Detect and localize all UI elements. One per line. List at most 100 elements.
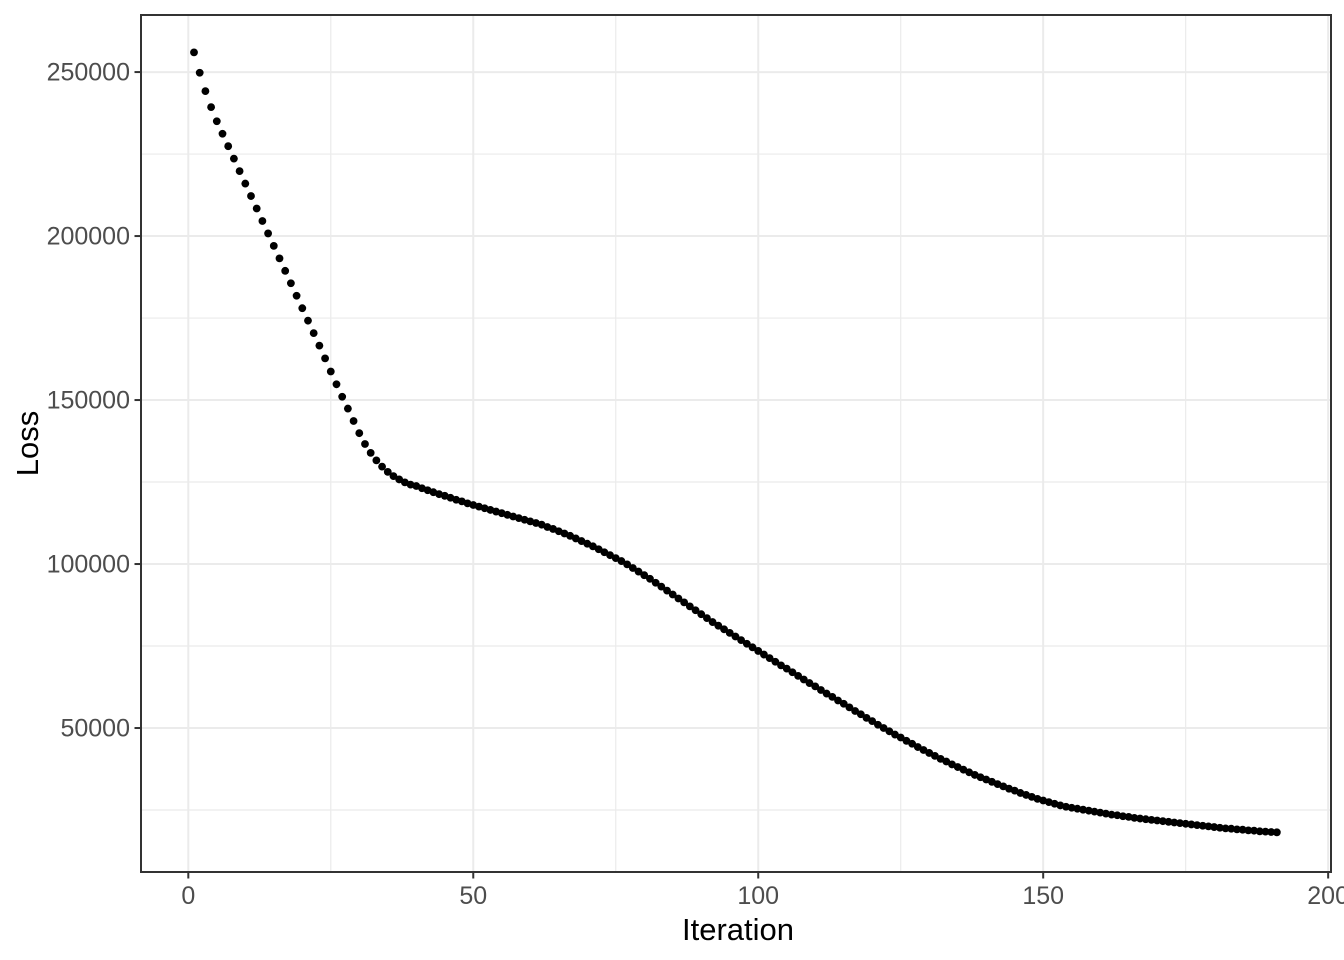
loss-point [760,650,768,659]
y-tick-label: 200000 [47,223,130,251]
loss-point [195,68,204,77]
loss-point [1250,826,1258,835]
x-tick-label: 100 [737,882,779,910]
loss-point [1147,815,1156,824]
loss-point [361,440,369,448]
loss-point [378,462,386,471]
loss-point [737,636,746,645]
loss-point [828,692,837,701]
loss-point [879,724,888,732]
loss-point [281,266,290,275]
loss-point [1119,812,1127,821]
loss-point [201,87,210,95]
loss-point [366,448,375,457]
loss-point [1170,818,1179,827]
loss-point [748,643,757,652]
loss-point [1158,817,1167,826]
loss-point [1141,815,1150,824]
loss-point [754,647,763,655]
loss-point [691,606,700,615]
loss-point [1244,826,1253,835]
loss-point [207,103,216,112]
loss-point [708,618,717,626]
loss-point [697,610,706,619]
loss-point [298,304,307,313]
loss-point [304,316,312,325]
loss-point [725,629,734,637]
loss-point [1130,813,1139,822]
loss-point [1176,819,1184,828]
x-tick-label: 200 [1307,882,1344,910]
loss-point [845,703,854,712]
loss-point [771,657,780,666]
y-tick-label: 50000 [60,715,130,743]
loss-point [703,614,711,623]
x-tick-label: 50 [459,882,487,910]
loss-point [1198,821,1207,830]
loss-point [1272,828,1281,837]
loss-point [788,668,797,677]
x-axis-tick-labels: 0 50 100 150 200 [181,882,1344,910]
loss-point [269,241,278,250]
loss-point [765,654,774,663]
loss-point [685,602,694,611]
loss-point [1221,824,1230,833]
loss-point [343,404,352,413]
loss-point [292,291,301,300]
loss-point [332,380,341,389]
panel-border [140,14,1332,873]
loss-point [1193,821,1201,829]
loss-point [286,279,295,288]
loss-point [1181,819,1190,828]
grid-major-lines [141,15,1331,872]
loss-point [862,713,871,722]
loss-point [617,557,626,565]
loss-point [349,417,358,425]
loss-point [326,367,335,376]
y-tick-label: 100000 [47,551,130,579]
loss-point [1153,816,1162,825]
loss-point [646,574,654,583]
loss-point [309,329,318,338]
loss-point [252,204,261,213]
loss-point [822,689,831,698]
loss-point [1267,828,1276,836]
loss-point [258,217,267,225]
loss-point [355,429,364,438]
loss-point [241,179,250,188]
y-axis-tick-marks [134,71,141,730]
loss-point [623,560,632,569]
y-axis-title: Loss [10,411,45,476]
loss-point [811,682,820,691]
loss-point [680,598,689,607]
loss-point [1215,823,1224,832]
loss-point [1238,825,1247,834]
loss-point [275,254,284,263]
loss-point [640,571,649,580]
loss-point [874,720,882,729]
loss-point [389,472,398,481]
loss-point [782,664,791,673]
y-tick-label: 150000 [47,387,130,415]
loss-point [799,675,808,684]
loss-point [674,594,683,603]
loss-point [264,229,272,238]
x-tick-label: 150 [1022,882,1064,910]
loss-point [777,661,785,670]
loss-point [218,129,227,138]
loss-point [315,341,324,350]
loss-point [1187,820,1196,829]
loss-point [1233,825,1241,834]
loss-point [839,699,848,708]
loss-point [383,467,392,476]
loss-point [1107,810,1116,819]
y-axis-tick-labels: 50000 100000 150000 200000 250000 [47,59,130,743]
panel-background [141,15,1331,872]
y-tick-label: 250000 [47,59,130,87]
loss-point [896,733,905,742]
loss-point [1255,827,1264,836]
loss-point [668,590,677,599]
loss-point [235,167,244,176]
